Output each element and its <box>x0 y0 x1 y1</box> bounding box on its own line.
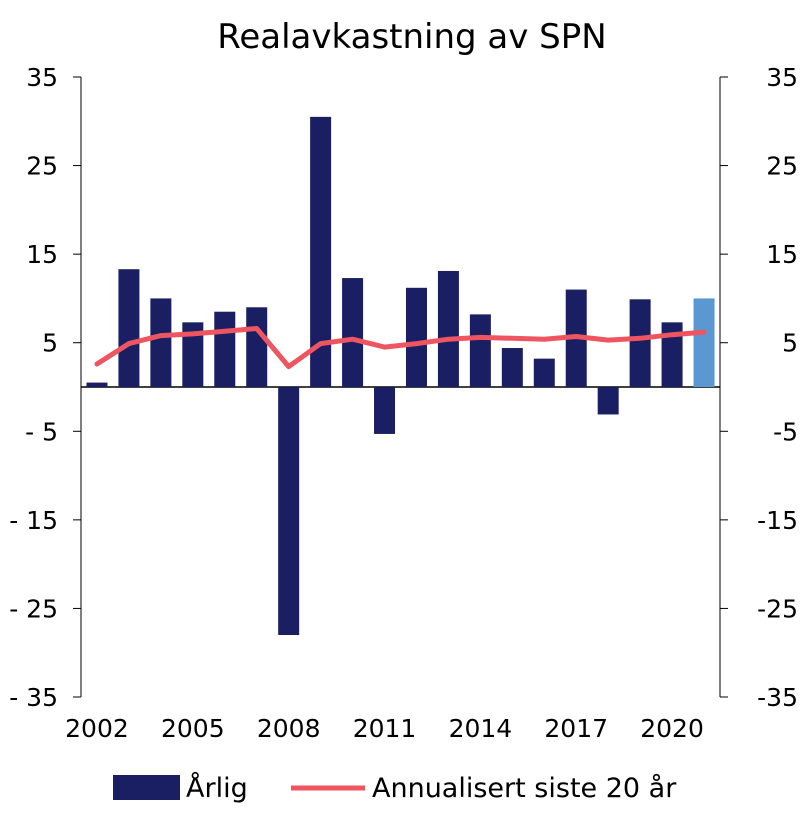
bar-2005 <box>182 322 204 387</box>
plot-frame <box>80 77 721 697</box>
x-tick-label: 2017 <box>544 714 608 743</box>
bar-2008 <box>278 387 300 635</box>
left-tick-label: 25 <box>26 152 58 181</box>
right-tick-label: -35 <box>757 683 798 712</box>
left-tick-label: - 15 <box>9 506 58 535</box>
bar-2010 <box>342 278 364 387</box>
right-tick-label: -15 <box>757 506 798 535</box>
legend: Årlig Annualisert siste 20 år <box>113 772 677 804</box>
bar-2007 <box>246 307 268 387</box>
annualisert-line <box>94 326 707 370</box>
legend-label-annualisert: Annualisert siste 20 år <box>372 773 677 804</box>
x-tick-label: 2002 <box>65 714 129 743</box>
left-tick-label: - 5 <box>25 417 58 446</box>
right-tick-label: -5 <box>773 417 798 446</box>
left-y-ticks: 35 25 15 5 - 5 - 15 - 25 - 35 <box>9 63 81 712</box>
bar-2021 <box>693 298 715 387</box>
bar-2012 <box>405 287 427 387</box>
bar-2004 <box>150 298 172 387</box>
legend-swatch-arlig <box>113 775 180 800</box>
bar-2015 <box>501 348 523 387</box>
left-tick-label: 5 <box>42 329 58 358</box>
bar-2011 <box>374 387 396 434</box>
bar-2016 <box>533 358 555 387</box>
left-tick-label: - 25 <box>9 594 58 623</box>
right-tick-label: 5 <box>782 329 798 358</box>
right-tick-label: 25 <box>766 152 798 181</box>
x-axis-ticks: 2002 2005 2008 2011 2014 2017 2020 <box>65 714 704 743</box>
x-tick-label: 2014 <box>449 714 513 743</box>
right-tick-label: -25 <box>757 594 798 623</box>
left-tick-label: 15 <box>26 240 58 269</box>
line-series-annualisert <box>94 326 707 370</box>
bar-2002 <box>86 382 108 387</box>
legend-label-arlig: Årlig <box>186 772 248 804</box>
bar-2003 <box>118 269 140 387</box>
right-y-ticks: 35 25 15 5 -5 -15 -25 -35 <box>720 63 798 712</box>
chart-title: Realavkastning av SPN <box>217 17 606 57</box>
bar-2013 <box>437 270 459 387</box>
x-tick-label: 2005 <box>161 714 225 743</box>
right-tick-label: 15 <box>766 240 798 269</box>
bar-2019 <box>629 299 651 387</box>
right-tick-label: 35 <box>766 63 798 92</box>
bar-2006 <box>214 311 236 387</box>
x-tick-label: 2011 <box>353 714 417 743</box>
bar-series-arlig <box>86 116 715 635</box>
left-tick-label: 35 <box>26 63 58 92</box>
bar-2018 <box>597 387 619 415</box>
bar-2009 <box>310 116 332 387</box>
bar-2020 <box>661 322 683 387</box>
x-tick-label: 2020 <box>640 714 704 743</box>
bar-2014 <box>469 314 491 387</box>
x-tick-label: 2008 <box>257 714 321 743</box>
left-tick-label: - 35 <box>9 683 58 712</box>
